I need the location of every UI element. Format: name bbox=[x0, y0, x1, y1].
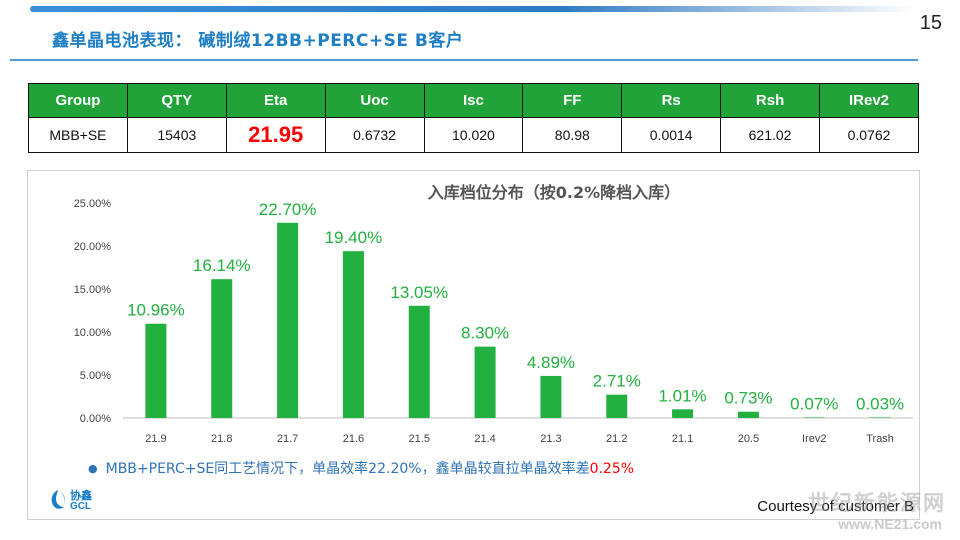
cell-rsh: 621.02 bbox=[720, 117, 820, 153]
cell-uoc: 0.6732 bbox=[324, 117, 425, 153]
header-ff: FF bbox=[522, 83, 623, 118]
title-underline bbox=[10, 59, 918, 61]
table-header-row: Group QTY Eta Uoc Isc FF Rs Rsh IRev2 bbox=[28, 83, 919, 118]
watermark-text: 世纪新能源网 bbox=[808, 491, 946, 515]
x-tick-label: 21.9 bbox=[145, 433, 166, 445]
bar-21.7 bbox=[277, 222, 299, 418]
cell-eta: 21.95 bbox=[225, 117, 326, 153]
x-tick-label: Trash bbox=[866, 433, 894, 445]
company-logo: 协鑫 GCL bbox=[48, 487, 118, 515]
bar-21.4 bbox=[474, 346, 496, 418]
slide-title: 鑫单晶电池表现： 碱制绒12BB+PERC+SE B客户 bbox=[52, 31, 464, 51]
note-highlight: 0.25% bbox=[589, 461, 635, 477]
header-eta: Eta bbox=[225, 83, 326, 118]
header-group: Group bbox=[28, 83, 128, 118]
bar-21.2 bbox=[606, 394, 628, 418]
data-label: 1.01% bbox=[658, 386, 706, 405]
data-label: 0.07% bbox=[790, 394, 838, 413]
data-label: 13.05% bbox=[390, 283, 448, 302]
x-tick-label: 21.5 bbox=[409, 433, 430, 445]
y-tick-label: 25.00% bbox=[74, 198, 112, 210]
data-label: 2.71% bbox=[593, 372, 641, 391]
x-tick-label: 21.8 bbox=[211, 433, 232, 445]
header-isc: Isc bbox=[423, 83, 524, 118]
data-label: 19.40% bbox=[325, 228, 383, 247]
data-label: 10.96% bbox=[127, 301, 185, 320]
cell-irev2: 0.0762 bbox=[819, 117, 919, 153]
x-tick-label: 21.7 bbox=[277, 433, 298, 445]
note-text: MBB+PERC+SE同工艺情况下，单晶效率22.20%，鑫单晶较直拉单晶效率差 bbox=[105, 461, 590, 477]
bar-21.1 bbox=[672, 409, 694, 418]
bar-21.3 bbox=[540, 375, 562, 418]
data-label: 8.30% bbox=[461, 324, 509, 343]
chart-frame: 入库档位分布（按0.2%降档入库） 0.00% 5.00% 10.00% 15.00%… bbox=[27, 170, 920, 520]
header-rsh: Rsh bbox=[720, 83, 820, 118]
cell-group: MBB+SE bbox=[28, 117, 128, 153]
cell-isc: 10.020 bbox=[423, 117, 524, 153]
header-uoc: Uoc bbox=[324, 83, 425, 118]
courtesy-note: Courtesy of customer B bbox=[757, 498, 914, 515]
bar-trash bbox=[869, 417, 891, 418]
x-tick-label: 21.3 bbox=[540, 433, 561, 445]
header-qty: QTY bbox=[126, 83, 227, 118]
cell-rs: 0.0014 bbox=[621, 117, 722, 153]
x-tick-label: 21.2 bbox=[606, 433, 627, 445]
table-row: MBB+SE 15403 21.95 0.6732 10.020 80.98 0… bbox=[28, 117, 919, 153]
data-label: 0.73% bbox=[724, 389, 772, 408]
x-tick-label: 21.1 bbox=[672, 433, 693, 445]
gcl-logo-icon bbox=[51, 490, 65, 509]
y-tick-label: 5.00% bbox=[80, 370, 111, 382]
header-decoration-bar bbox=[30, 6, 915, 12]
page-number: 15 bbox=[919, 12, 942, 34]
x-tick-label: 21.4 bbox=[474, 433, 495, 445]
bar-20.5 bbox=[737, 411, 759, 418]
y-tick-label: 20.00% bbox=[74, 241, 112, 253]
data-label: 0.03% bbox=[856, 394, 904, 413]
cell-qty: 15403 bbox=[126, 117, 227, 153]
logo-chinese: 协鑫 bbox=[70, 489, 92, 502]
bar-irev2 bbox=[803, 417, 825, 418]
bar-21.9 bbox=[145, 323, 167, 418]
logo-english: GCL bbox=[70, 501, 92, 512]
data-label: 4.89% bbox=[527, 353, 575, 372]
x-tick-label: 20.5 bbox=[738, 433, 759, 445]
bar-21.6 bbox=[342, 251, 364, 418]
bar-21.5 bbox=[408, 305, 430, 418]
data-label: 22.70% bbox=[259, 200, 317, 219]
data-label: 16.14% bbox=[193, 256, 251, 275]
chart-title: 入库档位分布（按0.2%降档入库） bbox=[428, 183, 680, 202]
bar-21.8 bbox=[211, 279, 233, 418]
performance-table: Group QTY Eta Uoc Isc FF Rs Rsh IRev2 MB… bbox=[28, 83, 919, 153]
header-rs: Rs bbox=[621, 83, 722, 118]
y-tick-label: 15.00% bbox=[74, 284, 112, 296]
bullet-dot-icon: ● bbox=[88, 462, 98, 475]
watermark-url: www.NE21.com bbox=[838, 516, 942, 532]
summary-note: ● MBB+PERC+SE同工艺情况下，单晶效率22.20%，鑫单晶较直拉单晶效率… bbox=[88, 458, 634, 478]
y-tick-label: 0.00% bbox=[80, 413, 111, 425]
header-irev2: IRev2 bbox=[819, 83, 919, 118]
bin-distribution-chart: 入库档位分布（按0.2%降档入库） 0.00% 5.00% 10.00% 15.00%… bbox=[74, 183, 913, 445]
x-tick-label: 21.6 bbox=[343, 433, 364, 445]
x-tick-label: Irev2 bbox=[802, 433, 826, 445]
cell-ff: 80.98 bbox=[522, 117, 623, 153]
y-tick-label: 10.00% bbox=[74, 327, 112, 339]
